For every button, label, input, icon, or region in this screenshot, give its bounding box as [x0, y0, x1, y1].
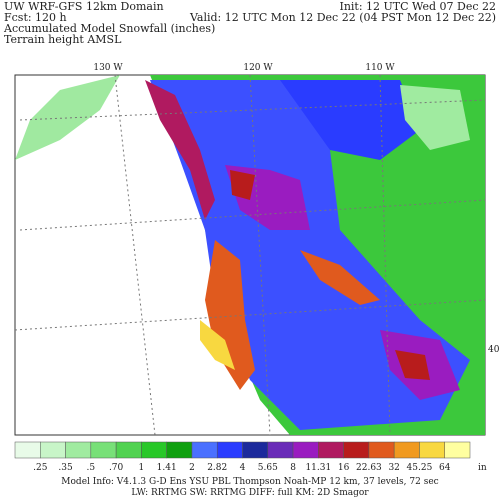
- graticule: [14, 99, 486, 331]
- colorbar-label: .5: [87, 463, 96, 473]
- rockies-orange: [300, 250, 380, 305]
- colorbar-label: .70: [109, 463, 124, 473]
- sierra-yellow: [200, 320, 235, 370]
- model-info: Model Info: V4.1.3 G-D Ens YSU PBL Thomp…: [61, 477, 438, 487]
- colorbar-label: 64: [439, 463, 451, 473]
- area-dark-blue: [280, 80, 420, 160]
- colorbar-swatch: [393, 441, 420, 459]
- colorbar-swatch: [14, 441, 41, 459]
- colorbar-swatch: [242, 441, 269, 459]
- model-title: UW WRF-GFS 12km Domain: [4, 0, 164, 13]
- colorbar-swatch: [318, 441, 344, 459]
- colorbar-label: 1.41: [157, 463, 177, 473]
- colorbar-label: 2.82: [207, 463, 227, 473]
- colorbar-label: .25: [33, 463, 48, 473]
- forecast-hour: Fcst: 120 h: [4, 11, 67, 24]
- graticule: [114, 74, 391, 436]
- colorbar-swatch: [267, 441, 294, 459]
- colorbar: .25 .35 .5 .70 1 1.41 2 2.82 4 5.65 8 11.31 16 22.63 3…: [14, 441, 487, 473]
- field-name: Accumulated Model Snowfall (inches): [3, 22, 215, 35]
- colorbar-swatch: [444, 441, 471, 459]
- colorbar-label: 32: [388, 463, 399, 473]
- map: 130 W 120 W 110 W 40: [14, 63, 500, 436]
- coast-range-red: [145, 80, 215, 220]
- colorbar-label: 5.65: [258, 463, 278, 473]
- cascades-red: [230, 170, 255, 200]
- colorbar-swatch: [65, 441, 92, 459]
- colorbar-swatch: [115, 441, 142, 459]
- colorbar-label: 22.63: [356, 463, 382, 473]
- longitude-label: 130 W: [93, 63, 123, 73]
- colorbar-swatch: [292, 441, 319, 459]
- colorbar-swatch: [343, 441, 370, 459]
- colorbar-swatch: [40, 441, 66, 459]
- model-physics: LW: RRTMG SW: RRTMG DIFF: full KM: 2D Sm…: [131, 488, 369, 498]
- contour-name: Terrain height AMSL: [4, 33, 122, 46]
- valid-time: Valid: 12 UTC Mon 12 Dec 22 (04 PST Mon …: [189, 11, 496, 24]
- colorbar-swatch: [141, 441, 167, 459]
- colorbar-swatch: [216, 441, 243, 459]
- colorbar-swatch: [90, 441, 117, 459]
- colorbar-label: 4: [240, 463, 246, 473]
- colorbar-label: .35: [58, 463, 73, 473]
- colorbar-label: 16: [338, 463, 350, 473]
- colorbar-swatch: [419, 441, 445, 459]
- colorbar-swatch: [368, 441, 395, 459]
- ocean-snow: [15, 75, 120, 160]
- colorbar-swatch: [191, 441, 218, 459]
- colorbar-label: 8: [290, 463, 296, 473]
- colorbar-label: 1: [139, 463, 145, 473]
- longitude-label: 110 W: [365, 63, 395, 73]
- init-time: Init: 12 UTC Wed 07 Dec 22: [339, 0, 496, 13]
- colorbar-label: 11.31: [305, 463, 331, 473]
- colorbar-label: 45.25: [407, 463, 433, 473]
- colorado-red: [395, 350, 430, 380]
- colorbar-swatch: [166, 441, 193, 459]
- colorbar-unit: in: [478, 463, 487, 473]
- plains-light: [400, 85, 470, 150]
- longitude-label: 120 W: [243, 63, 273, 73]
- latitude-label: 40: [488, 345, 500, 355]
- colorbar-label: 2: [189, 463, 195, 473]
